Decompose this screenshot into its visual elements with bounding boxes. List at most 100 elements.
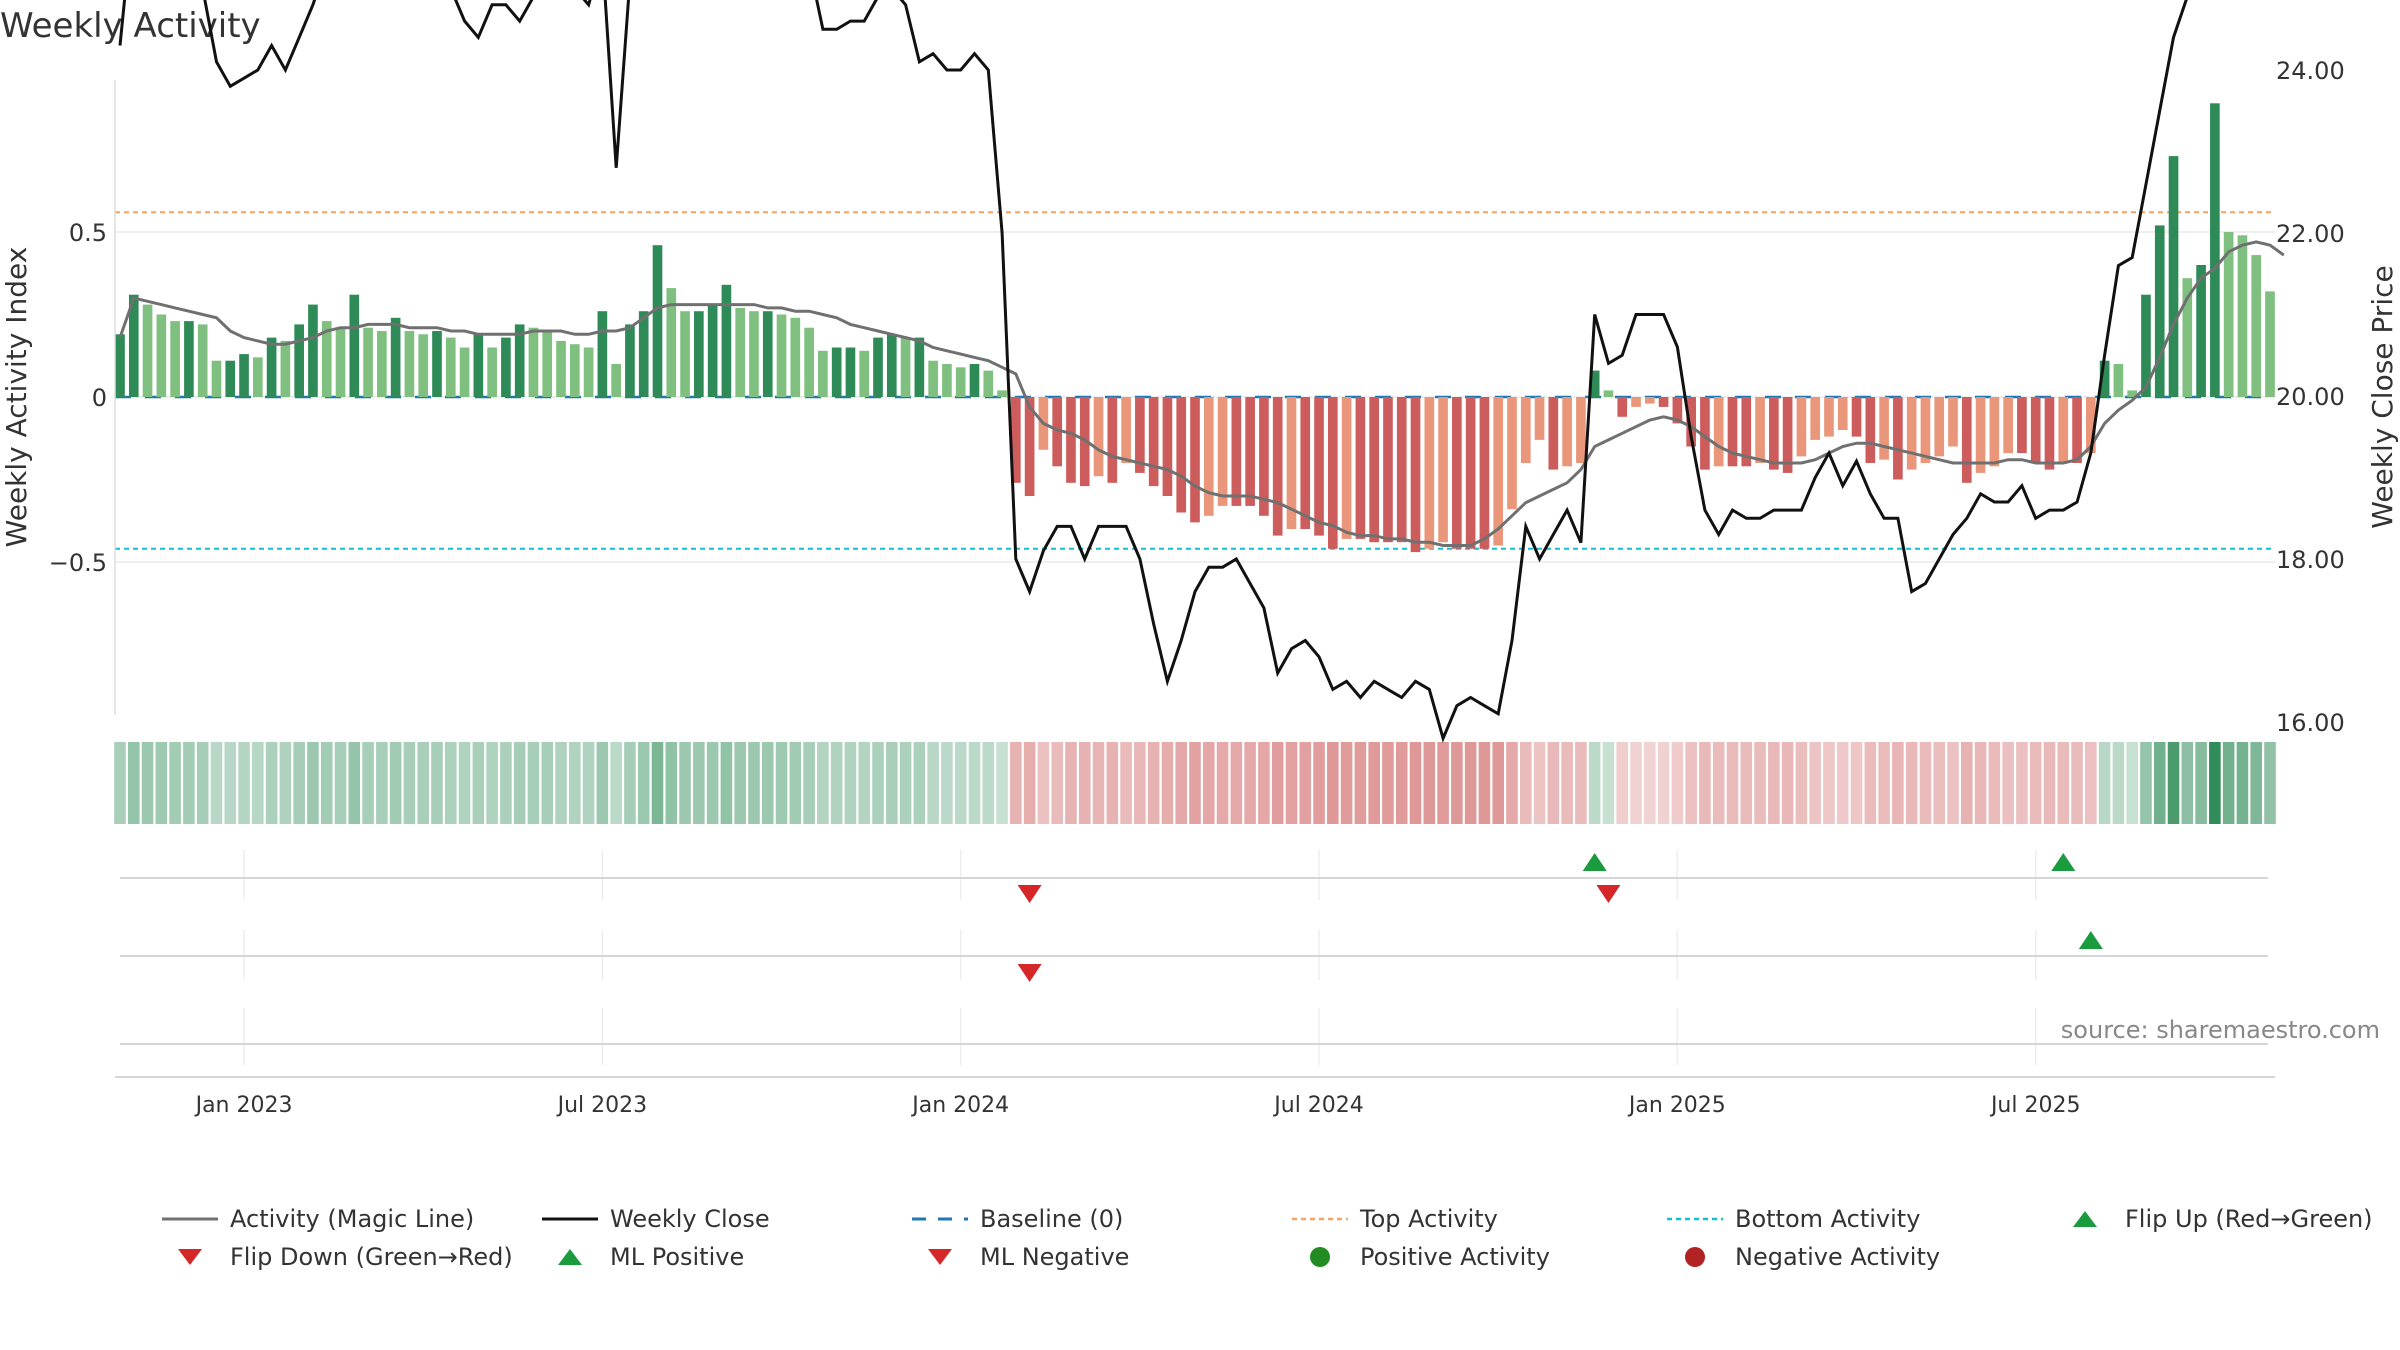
heat-cell [486,742,498,824]
legend-swatch [1310,1247,1330,1267]
heat-cell [1340,742,1353,824]
heat-cell [2085,742,2097,824]
heat-cell [513,742,526,824]
legend-label: Baseline (0) [980,1205,1124,1233]
activity-bar [1093,397,1104,477]
heat-cell [1795,742,1808,824]
heat-cell [444,742,457,824]
activity-bar [886,334,897,397]
activity-bar [569,344,580,397]
activity-bar [1796,397,1807,457]
activity-bar [1286,397,1297,529]
activity-bar [1190,397,1200,523]
activity-bar [1520,397,1531,463]
heat-cell [803,742,815,824]
activity-bar [501,337,511,397]
y-tick-label: 0 [92,384,107,412]
legend-label: Flip Down (Green→Red) [230,1243,513,1271]
heat-cell [1588,742,1601,824]
heat-cell [224,742,237,824]
activity-bar [1686,397,1696,447]
activity-bars [115,103,2275,553]
activity-bar [542,331,553,397]
y-axis-label: Weekly Activity Index [0,247,33,548]
x-tick-label: Jul 2025 [1989,1093,2081,1118]
heat-cell [1657,742,1670,824]
activity-bar [1755,397,1765,463]
activity-bar [1865,397,1876,463]
activity-bar [2168,156,2179,397]
signal-markers [1017,853,2103,982]
heat-cell [348,742,361,824]
activity-bar [197,324,208,397]
x-tick-label: Jul 2023 [556,1093,648,1118]
activity-bar [1465,397,1476,549]
activity-bar [239,354,249,397]
heat-cell [1161,742,1174,824]
heat-cell [1395,742,1408,824]
activity-bar [1259,397,1269,516]
heat-cell [1202,742,1215,824]
heat-cell [665,742,678,824]
heat-cell [2057,742,2070,824]
heat-cell [1823,742,1835,824]
heat-cell [2153,742,2166,824]
activity-bar [666,288,677,397]
activity-bar [1810,397,1821,440]
activity-bar [2030,397,2041,463]
heat-cell [472,742,485,824]
activity-bar [1052,397,1063,467]
heat-cell [2222,742,2235,824]
activity-bar [170,321,180,397]
y2-axis-label: Weekly Close Price [2366,265,2399,528]
activity-bar [790,317,801,397]
legend-swatch [542,1217,598,1221]
heat-cell [1850,742,1863,824]
heat-cell [651,742,664,824]
activity-bar [252,357,263,397]
heat-cell [954,742,967,824]
activity-bar [818,350,828,397]
legend-item: Activity (Magic Line) [160,1205,474,1233]
activity-bar [2251,255,2262,397]
heat-cell [734,742,746,824]
activity-bar [1327,397,1338,549]
heat-cell [1368,742,1380,824]
heat-cell [1106,742,1119,824]
heat-cell [761,742,774,824]
heat-cell [1065,742,1077,824]
heat-cell [748,742,760,824]
heat-cell [389,742,402,824]
y2-tick-label: 24.00 [2276,57,2345,85]
activity-bar [1713,397,1724,467]
activity-bar [1727,397,1738,467]
activity-bar [294,324,304,397]
activity-bar [2113,364,2124,397]
heat-cell [2016,742,2028,824]
activity-bar [2210,103,2220,398]
magic-line [118,240,2285,547]
activity-bar [1369,397,1379,543]
activity-bar [1617,397,1628,417]
activity-bar [308,304,318,397]
heat-cell [1699,742,1711,824]
heat-cell [127,742,140,824]
heat-cell [1023,742,1036,824]
legend-item: Flip Up (Red→Green) [2055,1205,2373,1233]
activity-bar [1741,397,1752,467]
activity-bar [638,311,649,397]
activity-bar [2017,397,2027,454]
activity-bar [1644,397,1655,404]
activity-bar [1837,397,1848,430]
heat-cell [362,742,374,824]
chart-title: Weekly Activity [0,6,261,46]
activity-bar [680,311,690,397]
activity-bar [2196,265,2206,397]
activity-bar [432,331,442,397]
activity-bar [1396,397,1407,543]
activity-bar [459,347,470,397]
ml-positive-marker [2078,931,2103,949]
heat-cell [1120,742,1132,824]
heat-cell [1671,742,1684,824]
